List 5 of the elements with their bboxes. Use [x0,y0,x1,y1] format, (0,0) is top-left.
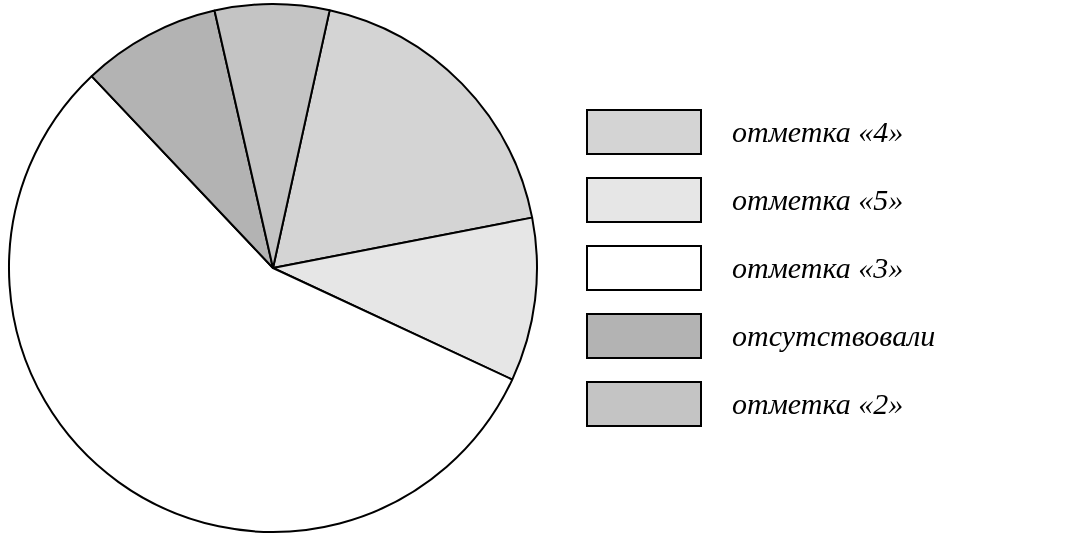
legend-label: отметка «3» [732,251,904,285]
legend-label: отсутствовали [732,319,936,353]
legend-label: отметка «5» [732,183,904,217]
legend-label: отметка «2» [732,387,904,421]
legend-label: отметка «4» [732,115,904,149]
